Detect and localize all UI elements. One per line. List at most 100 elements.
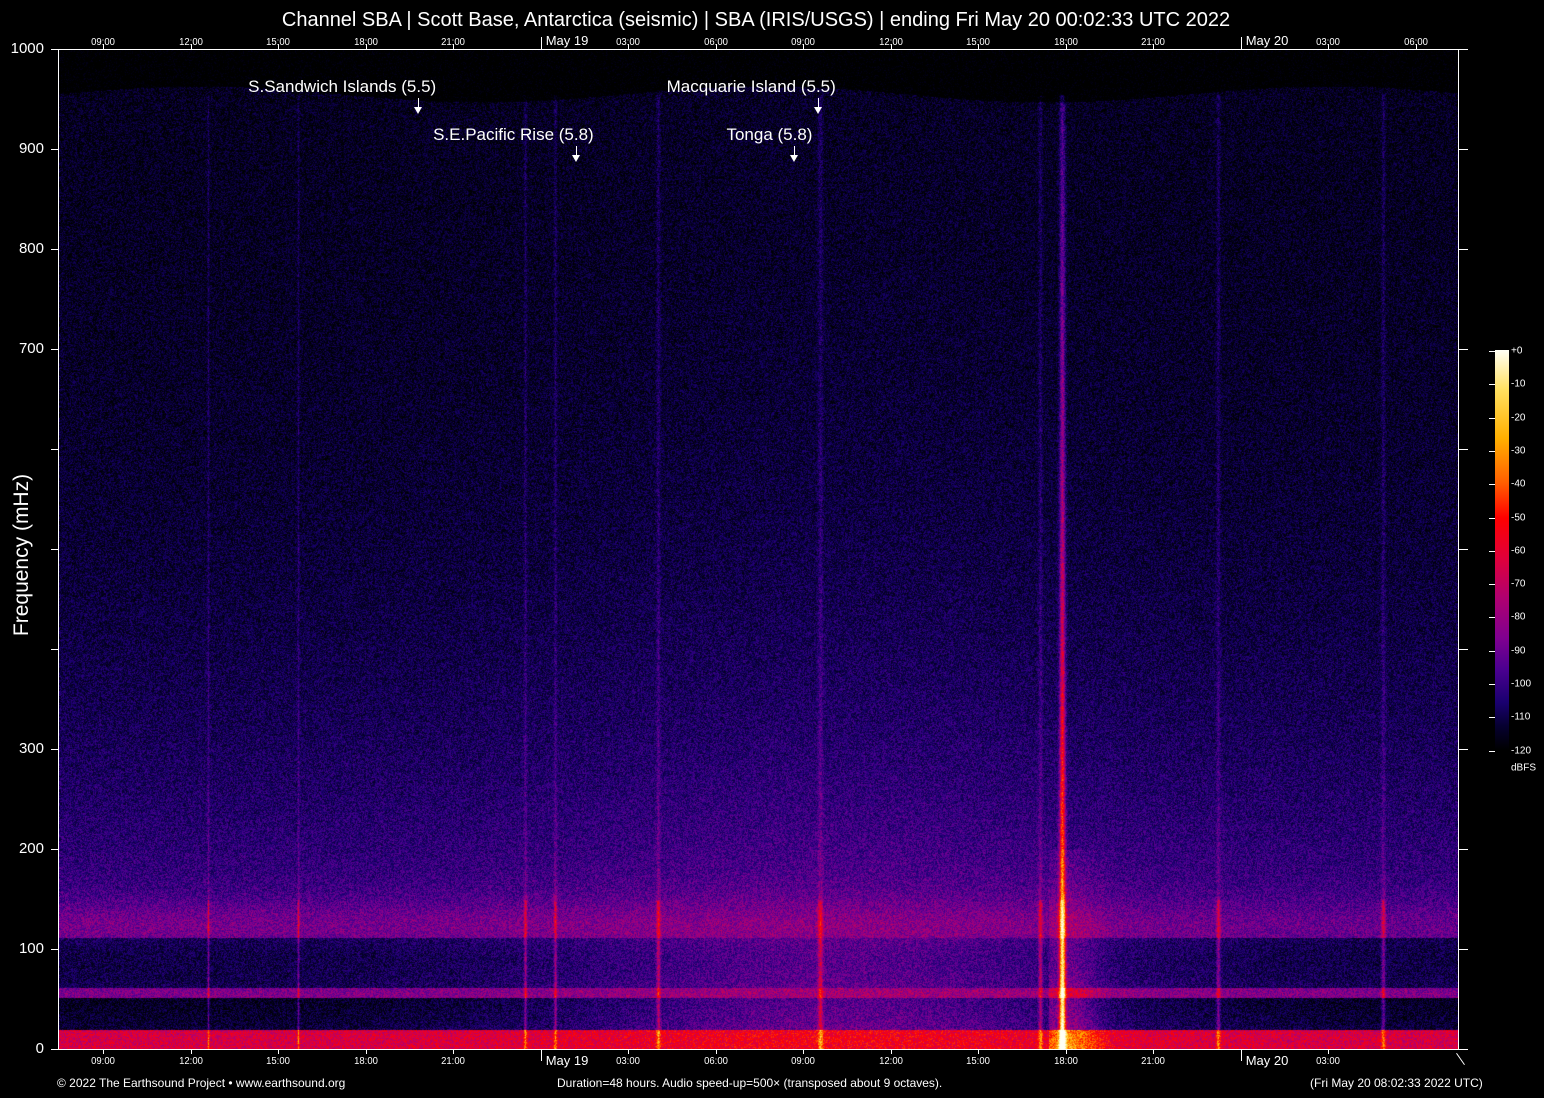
x-tick-label: 09:00 xyxy=(791,1056,815,1067)
colorbar-tick xyxy=(1489,684,1495,685)
y-tick-right xyxy=(1458,949,1468,950)
x-tick xyxy=(1066,1049,1067,1054)
x-tick-label: 18:00 xyxy=(354,1056,378,1067)
spectrogram-plot xyxy=(58,49,1458,1049)
y-tick-right xyxy=(1458,749,1468,750)
x-tick-label: 21:00 xyxy=(1141,1056,1165,1067)
colorbar-tick-label: -100 xyxy=(1511,679,1531,690)
colorbar-tick-label: -60 xyxy=(1511,545,1525,556)
y-tick-left xyxy=(51,549,58,550)
x-tick-label: 06:00 xyxy=(704,37,728,48)
y-tick-left xyxy=(51,449,58,450)
x-tick xyxy=(891,1049,892,1054)
event-annotation-label: S.Sandwich Islands (5.5) xyxy=(248,77,436,97)
colorbar-tick-label: -70 xyxy=(1511,579,1525,590)
x-tick-label: 21:00 xyxy=(1141,37,1165,48)
y-tick-label: 900 xyxy=(4,140,44,157)
x-tick-label: 15:00 xyxy=(966,1056,990,1067)
left-axis-line xyxy=(58,49,59,1049)
x-tick-label: 18:00 xyxy=(1054,1056,1078,1067)
chart-title: Channel SBA | Scott Base, Antarctica (se… xyxy=(0,9,1512,32)
x-tick xyxy=(1241,37,1242,49)
x-tick xyxy=(716,1049,717,1054)
colorbar-tick xyxy=(1489,751,1495,752)
y-tick-right xyxy=(1458,1049,1468,1050)
colorbar-tick xyxy=(1489,451,1495,452)
colorbar-tick xyxy=(1489,418,1495,419)
event-arrow-icon xyxy=(418,98,419,108)
event-annotation-label: Macquarie Island (5.5) xyxy=(667,77,836,97)
colorbar-tick-label: -20 xyxy=(1511,412,1525,423)
y-tick-left xyxy=(51,149,58,150)
x-tick xyxy=(1241,1049,1242,1061)
x-tick-label: 15:00 xyxy=(966,37,990,48)
x-tick xyxy=(103,1049,104,1054)
x-tick xyxy=(1153,1049,1154,1054)
colorbar-tick-label: -50 xyxy=(1511,512,1525,523)
top-axis-line xyxy=(58,49,1468,50)
colorbar-tick xyxy=(1489,717,1495,718)
colorbar xyxy=(1495,350,1509,750)
y-tick-right xyxy=(1458,449,1468,450)
x-tick-label: 06:00 xyxy=(1404,37,1428,48)
bottom-axis-line xyxy=(58,1049,1468,1050)
colorbar-tick-label: -30 xyxy=(1511,445,1525,456)
y-tick-label: 800 xyxy=(4,240,44,257)
x-tick xyxy=(628,1049,629,1054)
y-tick-right xyxy=(1458,149,1468,150)
x-tick-label: 03:00 xyxy=(1316,37,1340,48)
x-tick xyxy=(1328,1049,1329,1054)
y-tick-right xyxy=(1458,349,1468,350)
y-tick-label: 100 xyxy=(4,940,44,957)
y-tick-right xyxy=(1458,649,1468,650)
x-tick xyxy=(191,1049,192,1054)
colorbar-unit-label: dBFS xyxy=(1511,763,1536,774)
x-tick-label: 09:00 xyxy=(791,37,815,48)
y-tick-left xyxy=(51,949,58,950)
x-tick xyxy=(278,1049,279,1054)
x-tick-label: 12:00 xyxy=(879,1056,903,1067)
colorbar-tick-label: +0 xyxy=(1511,346,1522,357)
colorbar-tick xyxy=(1489,651,1495,652)
x-tick xyxy=(978,1049,979,1054)
y-tick-label: 700 xyxy=(4,340,44,357)
colorbar-tick xyxy=(1489,584,1495,585)
x-tick-label: 09:00 xyxy=(91,1056,115,1067)
y-tick-left xyxy=(51,349,58,350)
y-axis-label: Frequency (mHz) xyxy=(10,474,34,636)
y-tick-right xyxy=(1458,49,1468,50)
colorbar-tick-label: -40 xyxy=(1511,479,1525,490)
event-arrow-icon xyxy=(576,146,577,156)
colorbar-tick xyxy=(1489,484,1495,485)
spectrogram-heatmap xyxy=(58,49,1458,1049)
footer-duration: Duration=48 hours. Audio speed-up=500× (… xyxy=(557,1076,942,1090)
x-tick-label: 03:00 xyxy=(616,1056,640,1067)
y-tick-left xyxy=(51,649,58,650)
footer-timestamp: (Fri May 20 08:02:33 2022 UTC) xyxy=(1310,1076,1483,1090)
x-tick-label: 15:00 xyxy=(266,37,290,48)
colorbar-tick xyxy=(1489,617,1495,618)
y-tick-label: 1000 xyxy=(4,40,44,57)
x-tick-label: 03:00 xyxy=(616,37,640,48)
y-tick-left xyxy=(51,249,58,250)
y-tick-label: 0 xyxy=(4,1040,44,1057)
y-tick-label: 300 xyxy=(4,740,44,757)
y-tick-right xyxy=(1458,849,1468,850)
x-tick-label: 18:00 xyxy=(354,37,378,48)
colorbar-tick xyxy=(1489,518,1495,519)
event-annotation-label: Tonga (5.8) xyxy=(726,125,812,145)
x-tick xyxy=(803,1049,804,1054)
x-tick-label: May 19 xyxy=(546,33,589,48)
y-tick-left xyxy=(51,1049,58,1050)
event-arrow-icon xyxy=(818,98,819,108)
x-tick-label: 12:00 xyxy=(179,1056,203,1067)
colorbar-tick xyxy=(1489,384,1495,385)
x-tick-label: May 20 xyxy=(1246,1053,1289,1068)
x-tick-label: 18:00 xyxy=(1054,37,1078,48)
y-tick-left xyxy=(51,749,58,750)
colorbar-tick-label: -80 xyxy=(1511,612,1525,623)
x-tick-label: 12:00 xyxy=(179,37,203,48)
footer-copyright: © 2022 The Earthsound Project • www.eart… xyxy=(57,1076,345,1090)
cursor-arrow-icon xyxy=(1456,1053,1465,1065)
x-tick xyxy=(541,37,542,49)
